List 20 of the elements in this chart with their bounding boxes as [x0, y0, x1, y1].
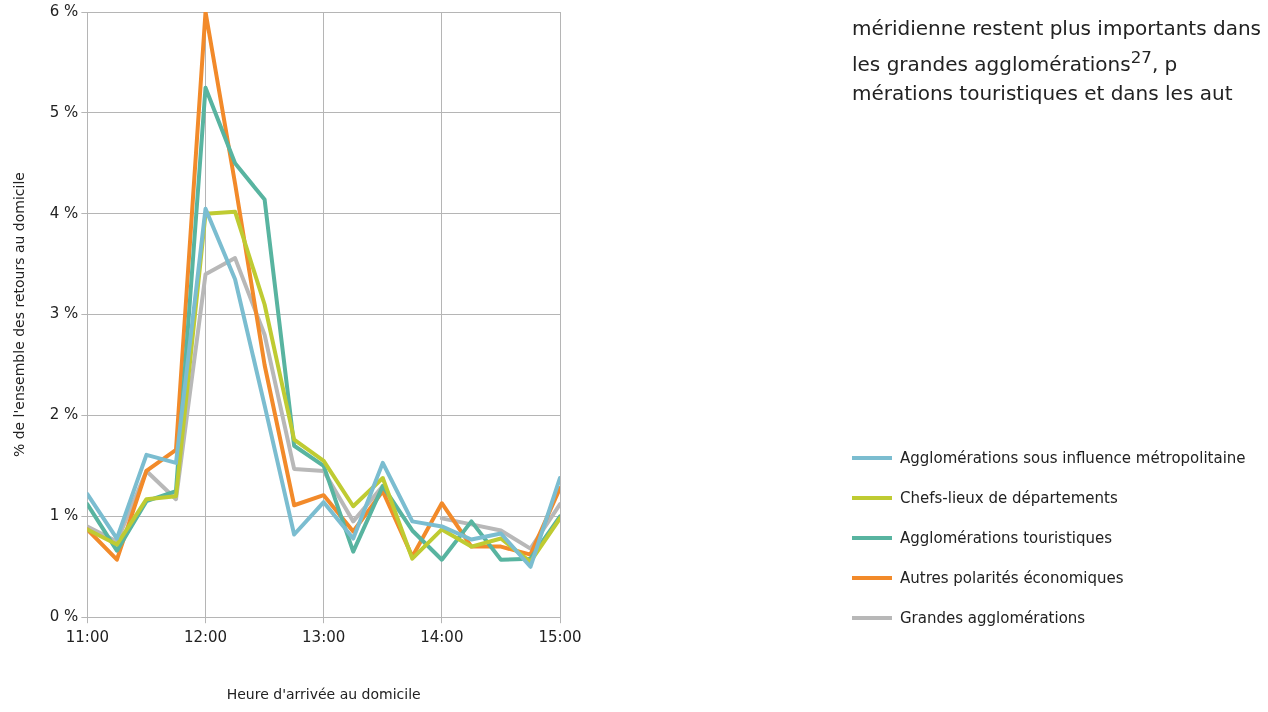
x-tick-label: 13:00 [302, 628, 346, 647]
legend-label: Autres polarités économiques [900, 569, 1124, 587]
y-tick-label: 0 % [49, 607, 79, 626]
y-tick-label: 3 % [49, 304, 79, 323]
x-tick-label: 11:00 [65, 628, 109, 647]
legend-label: Agglomérations sous influence métropolitaine [900, 449, 1246, 467]
x-tick-label: 14:00 [420, 628, 464, 647]
y-tick-label: 2 % [49, 405, 79, 424]
legend-label: Agglomérations touristiques [900, 529, 1112, 547]
legend-label: Grandes agglomérations [900, 609, 1086, 627]
x-tick-label: 12:00 [183, 628, 228, 647]
y-tick-label: 1 % [49, 506, 79, 525]
x-axis-title: Heure d'arrivée au domicile [226, 686, 421, 703]
y-axis-title: % de l'ensemble des retours au domicile [11, 172, 28, 458]
legend-label: Chefs-lieux de départements [900, 489, 1118, 507]
y-tick-label: 5 % [49, 102, 79, 121]
x-tick-label: 15:00 [538, 628, 582, 647]
y-tick-label: 6 % [49, 1, 79, 20]
y-tick-label: 4 % [49, 203, 79, 222]
text: méridienne restent plus importants dans les grandes agglomérations$^{27}$, p mérations touristiques et dans les aut [852, 15, 1262, 107]
